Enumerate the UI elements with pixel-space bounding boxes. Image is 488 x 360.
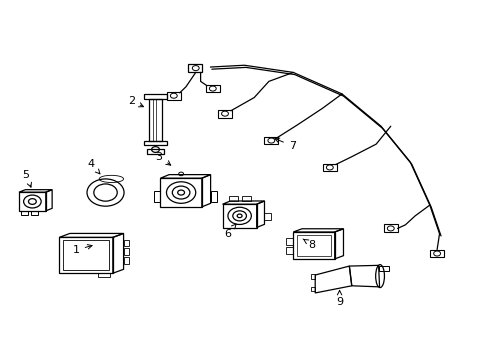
Bar <box>210 191 217 202</box>
Bar <box>188 64 202 72</box>
Text: 4: 4 <box>87 159 100 174</box>
Bar <box>293 232 334 259</box>
Bar <box>228 196 237 201</box>
Bar <box>31 211 38 215</box>
Bar <box>242 196 250 201</box>
Bar <box>21 211 28 215</box>
Text: 8: 8 <box>303 239 315 249</box>
Bar <box>166 92 180 100</box>
Bar <box>264 136 278 144</box>
Bar <box>311 274 315 279</box>
Bar <box>147 149 163 154</box>
Bar <box>149 99 161 140</box>
Bar <box>205 85 219 93</box>
Text: 1: 1 <box>73 244 92 255</box>
Text: 7: 7 <box>274 138 295 151</box>
Bar <box>98 273 110 277</box>
Bar <box>222 204 256 228</box>
Text: 6: 6 <box>224 224 236 239</box>
Bar <box>160 178 202 207</box>
Bar <box>378 266 388 271</box>
Bar <box>123 248 129 255</box>
Bar <box>429 249 443 257</box>
Bar <box>323 163 336 171</box>
Text: 3: 3 <box>155 152 170 165</box>
Bar <box>19 192 46 211</box>
Bar <box>286 247 293 253</box>
Bar <box>63 240 109 270</box>
Text: 5: 5 <box>22 170 31 187</box>
Bar <box>218 110 231 118</box>
Bar <box>59 237 113 273</box>
Text: 9: 9 <box>335 291 343 307</box>
Bar <box>286 238 293 244</box>
Bar <box>264 213 271 220</box>
Bar <box>154 191 160 202</box>
Text: 2: 2 <box>127 96 143 107</box>
Bar <box>123 257 129 264</box>
Bar <box>123 239 129 246</box>
Bar <box>296 234 330 256</box>
Bar <box>311 287 315 291</box>
Bar <box>383 225 397 232</box>
